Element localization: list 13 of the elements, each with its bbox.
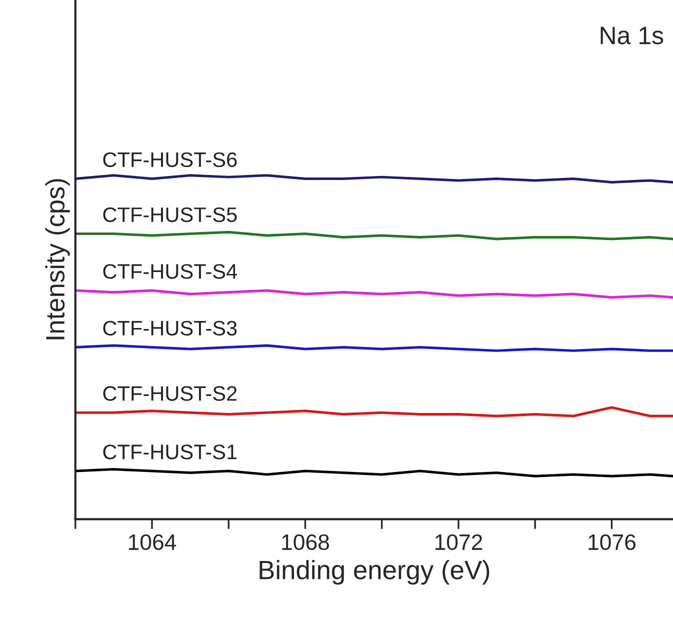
series-label: CTF-HUST-S3 [103,320,237,336]
series-label: CTF-HUST-S1 [103,444,237,460]
series-label: CTF-HUST-S4 [103,264,238,279]
x-tick-label: 1064 [128,534,176,550]
x-axis-title: Binding energy (eV) [260,560,490,585]
text: Na 1s [600,26,664,44]
series-label: CTF-HUST-S6 [103,152,237,168]
series-label: CTF-HUST-S5 [103,207,237,222]
x-tick-label: 1076 [588,534,636,550]
series-label: CTF-HUST-S2 [103,386,237,401]
x-tick-label: 1072 [435,534,482,550]
x-tick-label: 1068 [282,534,329,550]
y-axis-title: Intensity (cps) [45,179,70,340]
